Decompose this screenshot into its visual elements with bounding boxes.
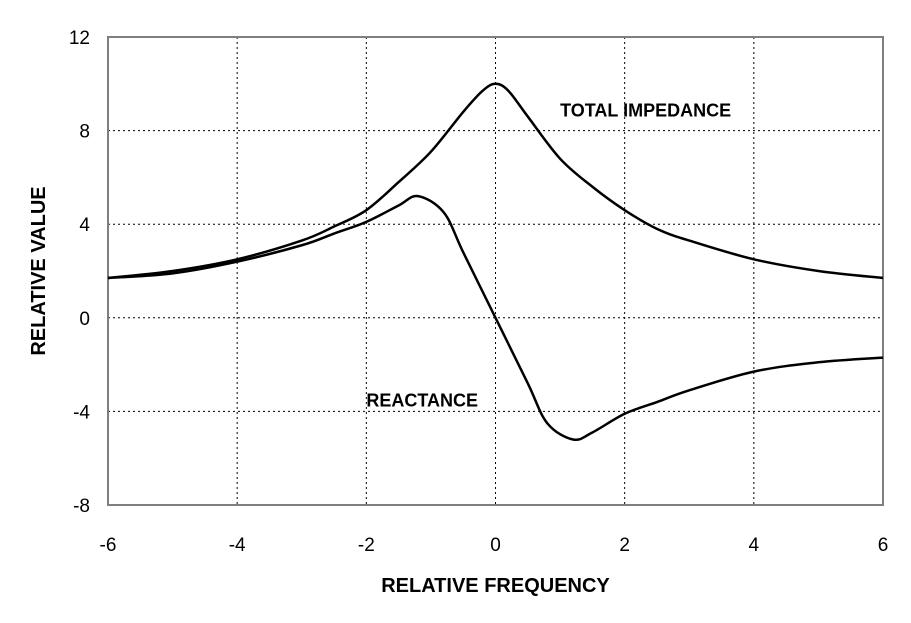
y-tick-label: -8 [73, 496, 90, 517]
x-axis-title: RELATIVE FREQUENCY [381, 575, 610, 597]
y-tick-label: 4 [79, 215, 90, 236]
x-tick-label: -6 [100, 535, 117, 556]
series-annotations: TOTAL IMPEDANCE REACTANCE [366, 101, 731, 411]
reactance-label: REACTANCE [366, 391, 478, 411]
y-tick-label: 12 [69, 28, 90, 49]
total-impedance-label: TOTAL IMPEDANCE [560, 101, 731, 121]
y-tick-label: 8 [79, 122, 90, 143]
x-tick-labels: -6 -4 -2 0 2 4 6 [100, 535, 889, 556]
series-lines [107, 82, 884, 442]
y-tick-label: -4 [73, 402, 90, 423]
total-impedance-curve [107, 82, 884, 280]
x-tick-label: 0 [490, 535, 501, 556]
reactance-curve [107, 194, 884, 442]
x-tick-label: -4 [229, 535, 246, 556]
y-axis-title: RELATIVE VALUE [28, 186, 50, 355]
plot-frame [107, 36, 884, 506]
x-tick-label: 2 [619, 535, 630, 556]
y-tick-labels: -8 -4 0 4 8 12 [69, 28, 91, 517]
x-tick-label: 4 [749, 535, 760, 556]
y-tick-label: 0 [79, 309, 90, 330]
grid-lines [108, 37, 883, 505]
x-tick-label: -2 [358, 535, 375, 556]
x-tick-label: 6 [878, 535, 889, 556]
